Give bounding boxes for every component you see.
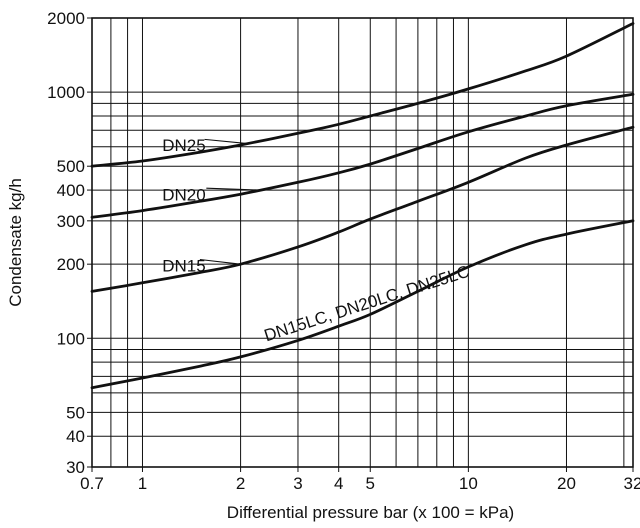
series-line <box>90 22 635 168</box>
x-tick-label: 5 <box>366 474 375 493</box>
y-tick-label: 300 <box>57 212 85 231</box>
x-tick-label: 10 <box>459 474 478 493</box>
x-tick-label: 1 <box>138 474 147 493</box>
y-tick-label: 40 <box>66 427 85 446</box>
plot-frame <box>91 17 634 468</box>
y-tick-label: 1000 <box>47 83 85 102</box>
series-label: DN15 <box>162 256 205 275</box>
y-axis-title: Condensate kg/h <box>6 178 25 307</box>
grid-lines <box>91 17 634 468</box>
series-line <box>90 125 635 293</box>
x-tick-label: 32 <box>624 474 640 493</box>
x-tick-label: 2 <box>236 474 245 493</box>
series-label-leader <box>204 138 248 145</box>
x-tick-label: 20 <box>557 474 576 493</box>
x-tick-label: 4 <box>334 474 343 493</box>
x-axis-title: Differential pressure bar (x 100 = kPa) <box>227 503 514 522</box>
y-tick-label: 500 <box>57 157 85 176</box>
y-tick-label: 30 <box>66 458 85 477</box>
series-label-leader <box>206 187 261 191</box>
x-tick-label: 0.7 <box>80 474 104 493</box>
series-label-leader <box>199 258 241 265</box>
tick-labels: 0.7 1 2 3 4 5 10 20 32 30 40 50 100 200 300 400 500 1000 2… <box>47 9 640 493</box>
y-tick-label: 50 <box>66 403 85 422</box>
y-tick-label: 2000 <box>47 9 85 28</box>
series-line <box>90 219 635 390</box>
series-label: DN25 <box>162 136 205 155</box>
series-label: DN20 <box>162 185 205 204</box>
series-lines <box>90 22 635 390</box>
series-line <box>90 92 635 219</box>
x-tick-label: 3 <box>293 474 302 493</box>
y-tick-label: 200 <box>57 255 85 274</box>
y-tick-label: 400 <box>57 181 85 200</box>
y-tick-label: 100 <box>57 329 85 348</box>
series-label: DN15LC, DN20LC, DN25LC <box>262 262 472 346</box>
